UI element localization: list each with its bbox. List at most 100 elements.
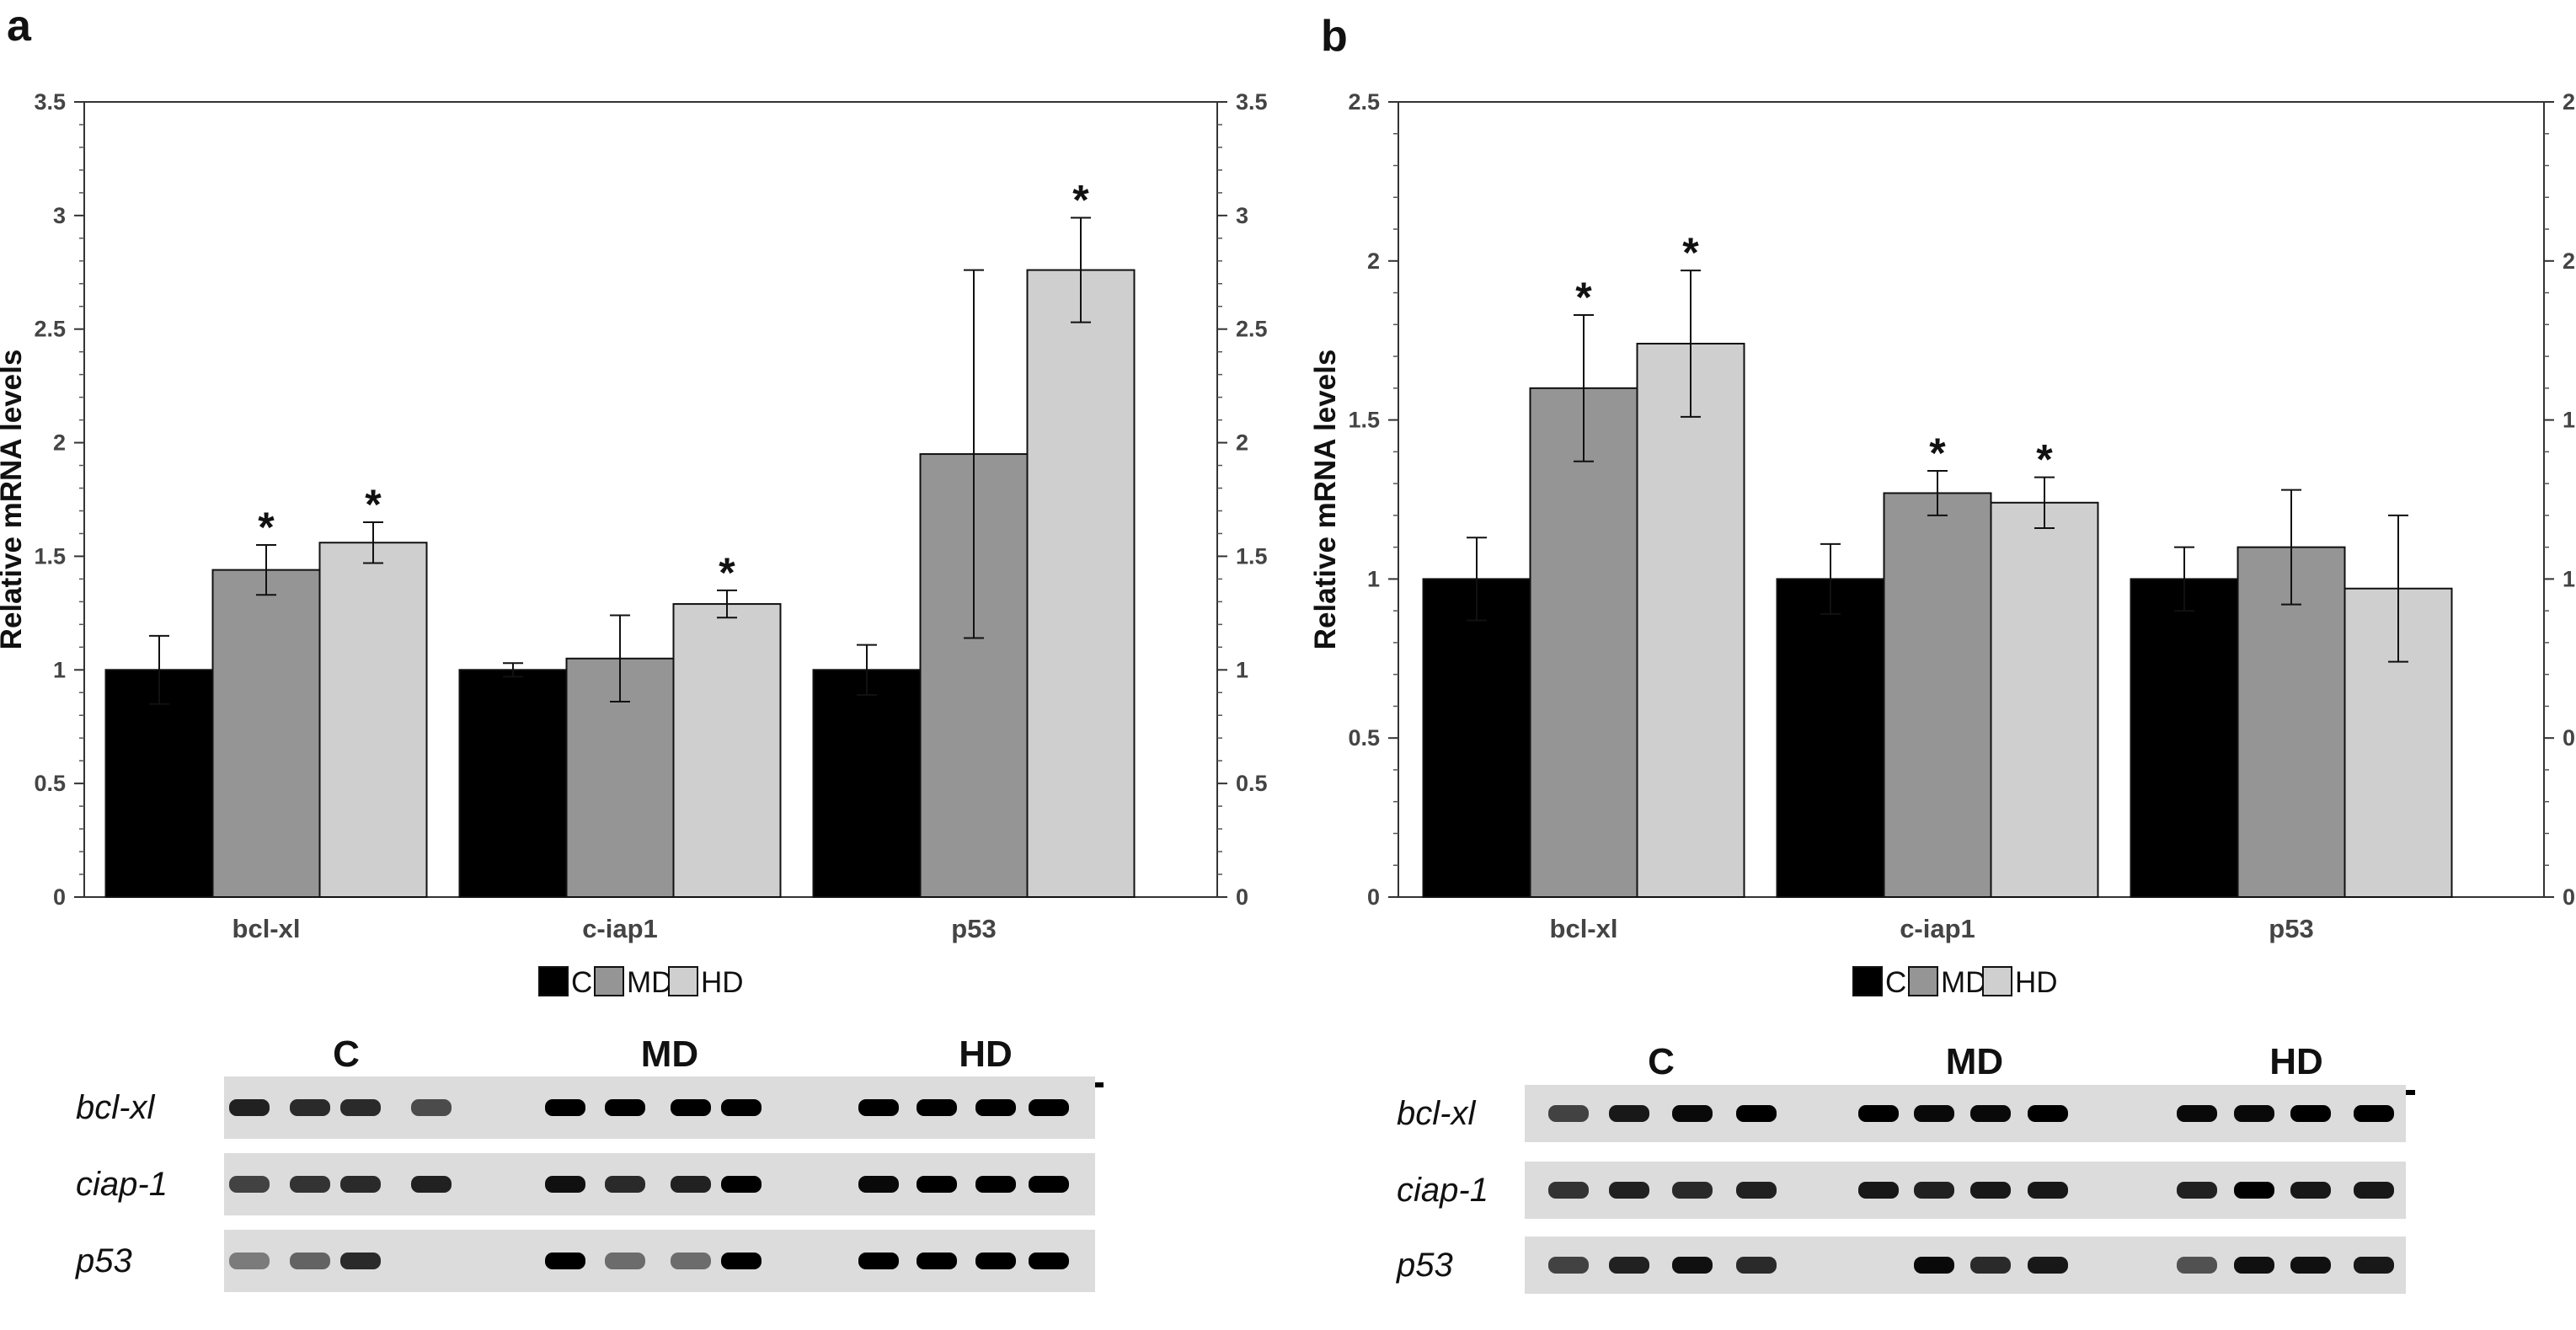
panel-b-gel-band-ciap-1 [1548,1182,1589,1199]
panel-a-gel-band-bcl-xl [605,1099,645,1116]
panel-b-gel-band-ciap-1 [2354,1182,2394,1199]
legend-label-hd: HD [2015,966,2058,999]
panel-b-error-bar-p53-hd [2388,514,2408,663]
panel-b-gel-gene-label-bcl-xl: bcl-xl [1397,1095,1476,1132]
panel-b-bar-c-iap1-md [1883,492,1992,898]
panel-b-gel-band-bcl-xl [1672,1105,1713,1122]
panel-b-significance-marker-c-iap1-md: * [1929,430,1946,477]
panel-b-y-axis-label: Relative mRNA levels [1309,350,1342,650]
panel-a-y-tick-label-right-2-5: 2.5 [1236,317,1268,342]
panel-a-y-tick-label-left-1: 1 [53,657,66,682]
panel-a-gel-group-label-md: MD [641,1034,698,1075]
panel-b-significance-marker-bcl-xl-hd: * [1682,229,1699,276]
panel-b-gel-band-p53 [2290,1257,2331,1274]
panel-b-gel-band-ciap-1 [1736,1182,1777,1199]
panel-b-gel-band-ciap-1 [2234,1182,2274,1199]
panel-b-gel-band-p53 [2028,1257,2068,1274]
panel-a-gel-band-bcl-xl [975,1099,1016,1116]
panel-b-gel-band-bcl-xl [2177,1105,2217,1122]
panel-a-bar-bcl-xl-c [104,669,214,898]
panel-b-gel: C MD HD bcl-xl ciap-1 p53 [1396,1041,2415,1294]
panel-a-bar-p53-c [812,669,922,898]
panel-a-gel-band-p53 [671,1253,711,1269]
panel-a-gel-band-ciap-1 [917,1176,957,1193]
panel-a-gel-gene-label-p53: p53 [75,1242,132,1279]
panel-a-gel-band-ciap-1 [411,1176,452,1193]
panel-b-gel-band-ciap-1 [1858,1182,1899,1199]
panel-b-gel-gene-label-ciap-1: ciap-1 [1397,1172,1488,1209]
panel-b-gel-band-p53 [1548,1257,1589,1274]
panel-a-letter: a [7,2,32,51]
panel-b-gel-band-bcl-xl [2028,1105,2068,1122]
panel-a-error-bar-bcl-xl-c [149,634,169,705]
panel-a-gel-band-ciap-1 [858,1176,899,1193]
panel-a-gel-band-bcl-xl [229,1099,270,1116]
panel-a-significance-marker-c-iap1-hd: * [719,549,735,596]
panel-b-y-tick-label-right-2-5: 2.5 [2563,89,2576,115]
panel-a-y-tick-label-right-2: 2 [1236,430,1248,456]
panel-b-bar-bcl-xl-hd [1636,342,1745,898]
panel-a-error-bar-p53-md [964,269,984,639]
panel-b-gel-band-ciap-1 [1609,1182,1649,1199]
panel-a-gel-band-ciap-1 [671,1176,711,1193]
panel-b-gel-band-bcl-xl [1970,1105,2011,1122]
panel-a-gel-band-bcl-xl [545,1099,585,1116]
panel-a-error-bar-c-iap1-md [610,614,630,703]
panel-a-gel-band-p53 [1029,1253,1069,1269]
panel-b-legend: C MD HD [1852,966,2058,999]
panel-a-gel-band-bcl-xl [340,1099,381,1116]
panel-a-y-tick-label-right-0-5: 0.5 [1236,771,1268,796]
legend-label-hd: HD [701,966,744,999]
panel-a-y-tick-label-right-0: 0 [1236,884,1248,910]
panel-a-y-tick-label-left-1-5: 1.5 [34,543,66,569]
panel-a-gel-band-ciap-1 [1029,1176,1069,1193]
panel-a-gel-gene-label-ciap-1: ciap-1 [76,1166,168,1203]
panel-a-significance-marker-bcl-xl-md: * [258,504,275,551]
panel-a-error-bar-p53-c [857,644,877,696]
panel-a-gel-band-bcl-xl [1029,1099,1069,1116]
legend-swatch-hd [1982,966,2012,996]
panel-b-y-tick-label-left-1-5: 1.5 [1348,408,1380,433]
panel-b-bar-bcl-xl-c [1422,578,1531,899]
panel-a-y-axis-label: Relative mRNA levels [0,350,28,650]
panel-b-gel-band-ciap-1 [2177,1182,2217,1199]
legend-label-md: MD [1941,966,1986,999]
panel-a-gel-band-ciap-1 [545,1176,585,1193]
panel-a-bar-c-iap1-c [458,669,568,898]
panel-a-x-tick-label-p53: p53 [951,914,996,943]
panel-a-error-bar-bcl-xl-md [256,543,276,596]
panel-b-gel-group-label-c: C [1648,1041,1675,1082]
panel-b-bar-bcl-xl-md [1529,387,1638,898]
panel-a-y-tick-label-right-3-5: 3.5 [1236,89,1268,115]
panel-a-y-tick-label-left-3-5: 3.5 [34,89,66,115]
panel-b-x-tick-label-p53: p53 [2269,914,2313,943]
panel-b-gel-band-p53 [1736,1257,1777,1274]
panel-b-y-tick-label-left-2: 2 [1367,248,1380,274]
panel-b-gel-band-p53 [2354,1257,2394,1274]
panel-b-y-tick-label-right-1-5: 1.5 [2563,408,2576,433]
panel-b-error-bar-bcl-xl-c [1467,537,1487,622]
panel-a-x-tick-label-bcl-xl: bcl-xl [232,914,301,943]
panel-b-error-bar-bcl-xl-hd [1681,270,1701,418]
panel-b-gel-band-ciap-1 [1970,1182,2011,1199]
panel-b-y-tick-label-left-1: 1 [1367,566,1380,591]
panel-b-letter: b [1321,12,1348,61]
panel-b-gel-band-bcl-xl [2290,1105,2331,1122]
panel-b-y-tick-label-right-0-5: 0.5 [2563,725,2576,750]
panel-a-bar-bcl-xl-md [211,569,321,899]
panel-b-error-bar-bcl-xl-md [1574,313,1594,462]
panel-a-gel-band-bcl-xl [671,1099,711,1116]
panel-a-gel-gene-label-bcl-xl: bcl-xl [76,1089,155,1126]
panel-b-gel-band-bcl-xl [1914,1105,1954,1122]
panel-a-x-tick-label-c-iap1: c-iap1 [582,914,658,943]
panel-a-gel: C MD HD bcl-xl ciap-1 p53 [75,1034,1104,1292]
panel-a-gel-band-ciap-1 [605,1176,645,1193]
panel-b-error-bar-c-iap1-md [1927,470,1948,516]
panel-b-gel-band-p53 [1672,1257,1713,1274]
panel-b-gel-band-bcl-xl [1736,1105,1777,1122]
panel-a-error-bar-c-iap1-hd [717,589,737,619]
panel-b-gel-band-bcl-xl [1858,1105,1899,1122]
panel-a-gel-band-p53 [290,1253,330,1269]
panel-b-y-tick-label-right-0: 0 [2563,884,2575,910]
